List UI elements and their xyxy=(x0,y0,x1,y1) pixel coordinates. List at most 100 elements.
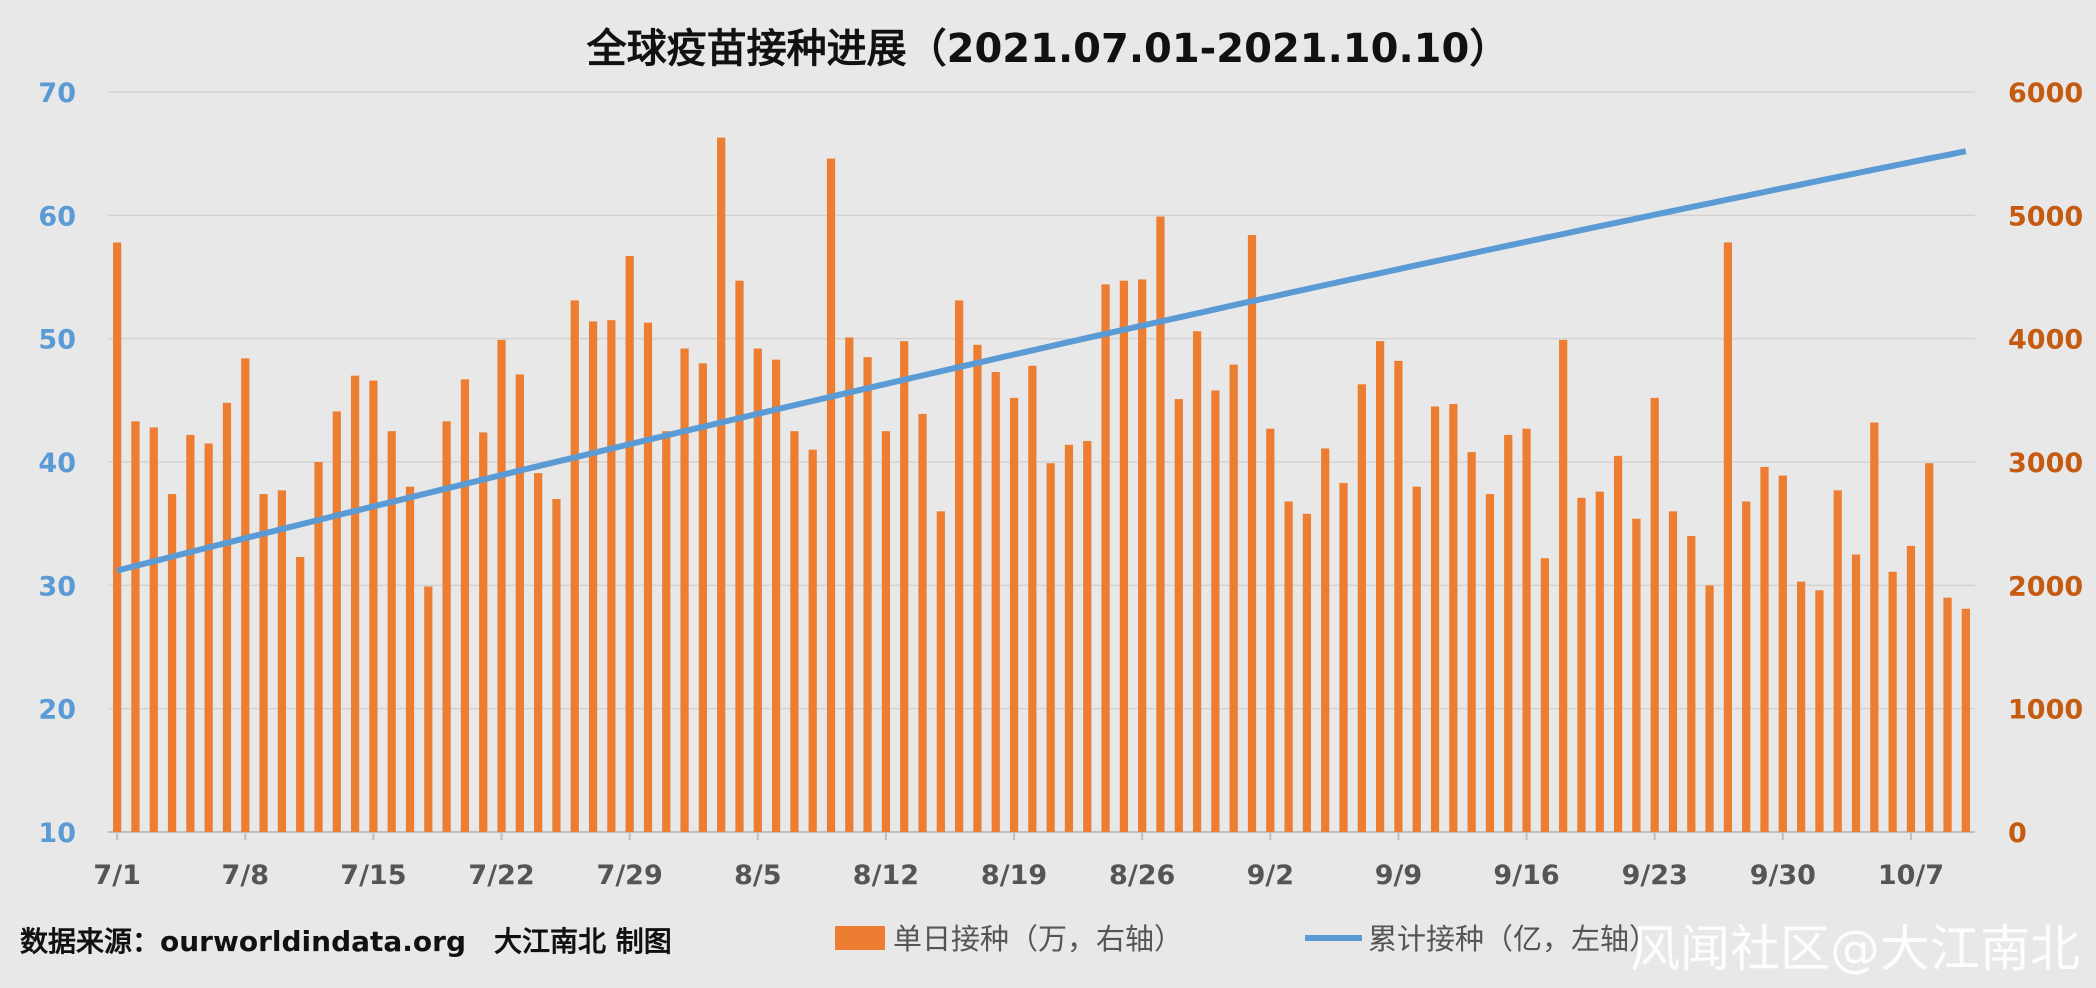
daily-bar xyxy=(1778,475,1787,832)
daily-bar xyxy=(1851,554,1861,832)
daily-bars xyxy=(113,137,1970,833)
daily-bar xyxy=(1833,490,1842,832)
daily-bar xyxy=(1595,491,1604,832)
right-tick-label: 0 xyxy=(2008,818,2027,849)
daily-bar xyxy=(936,511,945,832)
legend-line-label: 累计接种（亿，左轴） xyxy=(1368,922,1658,956)
x-tick-label: 9/9 xyxy=(1375,860,1422,891)
x-tick-label: 7/29 xyxy=(597,860,663,891)
daily-bar xyxy=(1815,590,1824,832)
daily-bar xyxy=(460,379,470,832)
daily-bar xyxy=(1376,341,1385,832)
legend: 单日接种（万，右轴） 累计接种（亿，左轴） xyxy=(835,922,1658,956)
daily-bar xyxy=(973,344,982,832)
left-tick-label: 20 xyxy=(38,695,76,726)
daily-bar xyxy=(1394,360,1403,832)
daily-bar xyxy=(1009,397,1019,832)
left-tick-label: 40 xyxy=(38,448,76,479)
daily-bar xyxy=(1449,404,1458,832)
daily-bar xyxy=(222,402,232,832)
daily-bar xyxy=(1083,441,1092,832)
daily-bar xyxy=(570,300,579,832)
daily-bar xyxy=(186,434,195,832)
daily-bar xyxy=(955,300,964,832)
daily-bar xyxy=(534,473,543,832)
daily-bar xyxy=(387,431,396,832)
left-tick-label: 50 xyxy=(38,325,76,356)
x-tick-label: 8/26 xyxy=(1109,860,1175,891)
left-tick-label: 70 xyxy=(38,78,76,109)
cumulative-line-group xyxy=(116,148,1967,574)
daily-bar xyxy=(405,486,415,832)
daily-bar xyxy=(1925,463,1934,832)
daily-bar xyxy=(1760,466,1769,832)
legend-bar-label: 单日接种（万，右轴） xyxy=(893,922,1183,956)
daily-bar xyxy=(314,462,323,832)
x-tick-label: 8/12 xyxy=(853,860,919,891)
right-tick-label: 1000 xyxy=(2008,695,2083,726)
daily-bar xyxy=(918,413,927,832)
daily-bar xyxy=(1156,216,1165,833)
daily-bar xyxy=(1284,501,1293,832)
daily-bar xyxy=(1138,279,1147,832)
daily-bar xyxy=(497,339,506,832)
daily-bar xyxy=(1961,608,1970,832)
daily-bar xyxy=(515,374,524,832)
daily-bar xyxy=(1119,280,1128,832)
daily-bar xyxy=(643,322,653,832)
x-tick-label: 7/1 xyxy=(93,860,140,891)
daily-bar xyxy=(424,586,433,832)
daily-bar xyxy=(1705,585,1714,832)
daily-bar xyxy=(369,380,378,832)
daily-bar xyxy=(1192,331,1202,832)
daily-bar xyxy=(113,242,122,832)
daily-bar xyxy=(479,432,488,832)
daily-bar xyxy=(131,421,140,832)
daily-bar xyxy=(1229,364,1238,832)
daily-bar xyxy=(1906,545,1916,832)
left-axis-ticks: 10 20 30 40 50 60 70 xyxy=(38,78,76,849)
daily-bar xyxy=(625,256,634,832)
data-source: 数据来源：ourworldindata.org 大江南北 制图 xyxy=(20,925,672,958)
legend-bar-swatch xyxy=(835,926,885,950)
daily-bar xyxy=(771,359,781,832)
daily-bar xyxy=(1174,399,1183,832)
daily-bar xyxy=(552,499,561,832)
daily-bar xyxy=(1870,422,1879,832)
daily-bar xyxy=(1888,571,1897,832)
x-tick-label: 9/23 xyxy=(1622,860,1688,891)
right-tick-label: 3000 xyxy=(2008,448,2083,479)
daily-bar xyxy=(698,363,707,832)
x-tick-label: 10/7 xyxy=(1878,860,1944,891)
daily-bar xyxy=(167,494,177,832)
daily-bar xyxy=(1687,536,1696,832)
daily-bar xyxy=(1650,397,1659,832)
daily-bar xyxy=(1559,339,1568,832)
daily-bar xyxy=(1504,434,1513,832)
daily-bar xyxy=(1613,455,1623,832)
daily-bar xyxy=(1247,235,1257,833)
x-tick-label: 7/22 xyxy=(468,860,534,891)
right-axis-ticks: 0 1000 2000 3000 4000 5000 6000 xyxy=(2008,78,2083,849)
daily-bar xyxy=(881,431,891,832)
daily-bar xyxy=(1742,501,1751,832)
daily-bar xyxy=(790,431,799,832)
daily-bar xyxy=(753,348,762,832)
cumulative-line xyxy=(116,148,1967,574)
daily-bar xyxy=(259,494,268,832)
chart-title: 全球疫苗接种进展（2021.07.01-2021.10.10） xyxy=(586,26,1510,72)
daily-bar xyxy=(1467,452,1476,832)
daily-bar xyxy=(149,427,158,832)
daily-bar xyxy=(1357,384,1366,832)
x-tick-label: 8/5 xyxy=(734,860,781,891)
daily-bar xyxy=(826,158,836,833)
right-tick-label: 6000 xyxy=(2008,78,2083,109)
daily-bar xyxy=(991,371,1000,832)
daily-bar xyxy=(845,337,854,832)
daily-bar xyxy=(680,348,689,832)
x-tick-label: 8/19 xyxy=(981,860,1047,891)
daily-bar xyxy=(1540,558,1549,832)
daily-bar xyxy=(900,341,909,832)
daily-bar xyxy=(863,357,872,832)
daily-bar xyxy=(588,321,598,832)
